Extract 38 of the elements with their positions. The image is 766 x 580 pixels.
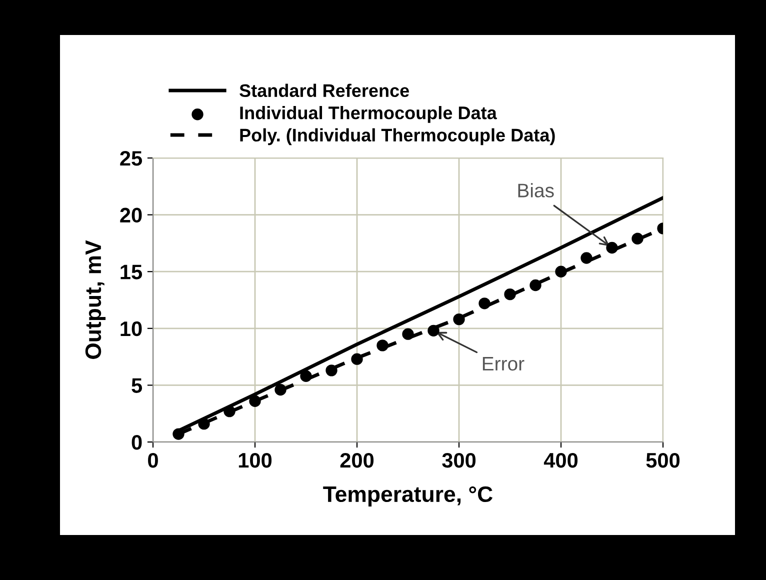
point	[274, 384, 286, 396]
y-tick-label: 0	[132, 435, 142, 450]
point	[580, 252, 592, 264]
y-tick-label: 25	[120, 151, 142, 166]
y-tick-label: 15	[120, 264, 142, 280]
point	[504, 288, 516, 300]
point	[376, 340, 388, 352]
point	[453, 313, 465, 326]
x-tick-label: 100	[238, 452, 272, 468]
point	[632, 232, 644, 244]
point	[402, 328, 414, 340]
y-axis-title: Output, mV	[85, 240, 106, 359]
x-tick-label: 0	[148, 452, 158, 468]
x-tick-label: 300	[442, 452, 476, 468]
point	[172, 428, 184, 440]
point	[530, 279, 542, 292]
point	[198, 418, 210, 430]
point	[326, 364, 338, 376]
y-tick-label: 20	[120, 208, 142, 223]
point	[224, 405, 236, 418]
x-tick-label: 500	[646, 452, 680, 468]
point	[249, 395, 261, 407]
point	[606, 242, 618, 254]
y-tick-label: 10	[120, 321, 142, 336]
annotation: Error	[482, 357, 524, 371]
x-tick-label: 400	[544, 452, 578, 468]
x-tick-label: 200	[340, 452, 374, 468]
point	[555, 266, 567, 278]
legend-label: Individual Thermocouple Data	[240, 106, 497, 123]
x-axis-title: Temperature, °C	[323, 486, 493, 506]
point	[478, 298, 490, 310]
annotation: Bias	[518, 183, 554, 198]
point	[300, 370, 312, 382]
legend-label: Poly. (Individual Thermocouple Data)	[240, 128, 555, 146]
point	[428, 324, 440, 337]
point	[351, 353, 363, 365]
legend-label: Standard Reference	[240, 84, 409, 98]
y-tick-label: 5	[132, 378, 142, 393]
